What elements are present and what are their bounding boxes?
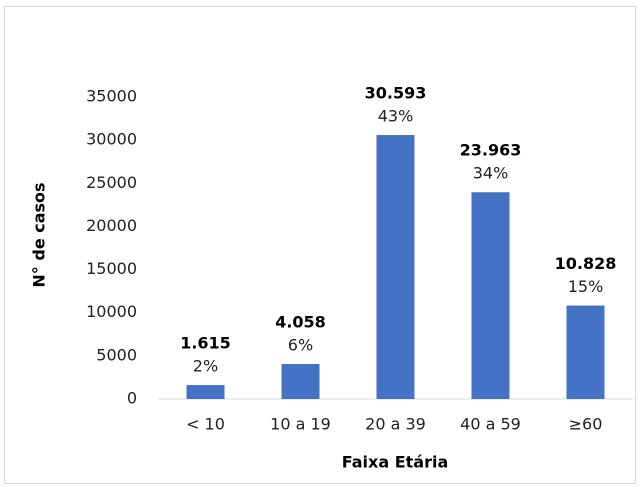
x-tick-label: 20 a 39 [365, 415, 426, 434]
share-label: 43% [378, 107, 414, 126]
y-tick-label: 25000 [86, 173, 137, 192]
value-label: 4.058 [275, 312, 326, 331]
y-tick-label: 35000 [86, 87, 137, 106]
y-tick-label: 5000 [96, 345, 137, 364]
x-axis-title: Faixa Etária [342, 453, 449, 472]
value-label: 30.593 [365, 84, 427, 103]
y-tick-label: 0 [127, 389, 137, 408]
share-label: 6% [288, 335, 313, 354]
value-label: 23.963 [460, 141, 522, 160]
share-label: 34% [473, 164, 509, 183]
share-label: 15% [568, 277, 604, 296]
bar [281, 363, 320, 399]
bar [566, 305, 605, 399]
y-axis-title: N° de casos [30, 182, 49, 287]
x-tick-label: ≥60 [569, 415, 603, 434]
bar [376, 135, 415, 399]
x-tick-label: < 10 [186, 415, 225, 434]
chart-frame [4, 6, 636, 484]
x-tick-label: 40 a 59 [460, 415, 521, 434]
y-tick-label: 15000 [86, 259, 137, 278]
share-label: 2% [193, 357, 218, 376]
bar [186, 385, 225, 399]
x-tick-label: 10 a 19 [270, 415, 331, 434]
value-label: 1.615 [180, 334, 231, 353]
value-label: 10.828 [555, 254, 617, 273]
y-tick-label: 30000 [86, 130, 137, 149]
bar [471, 192, 510, 399]
y-tick-label: 20000 [86, 216, 137, 235]
y-tick-label: 10000 [86, 302, 137, 321]
